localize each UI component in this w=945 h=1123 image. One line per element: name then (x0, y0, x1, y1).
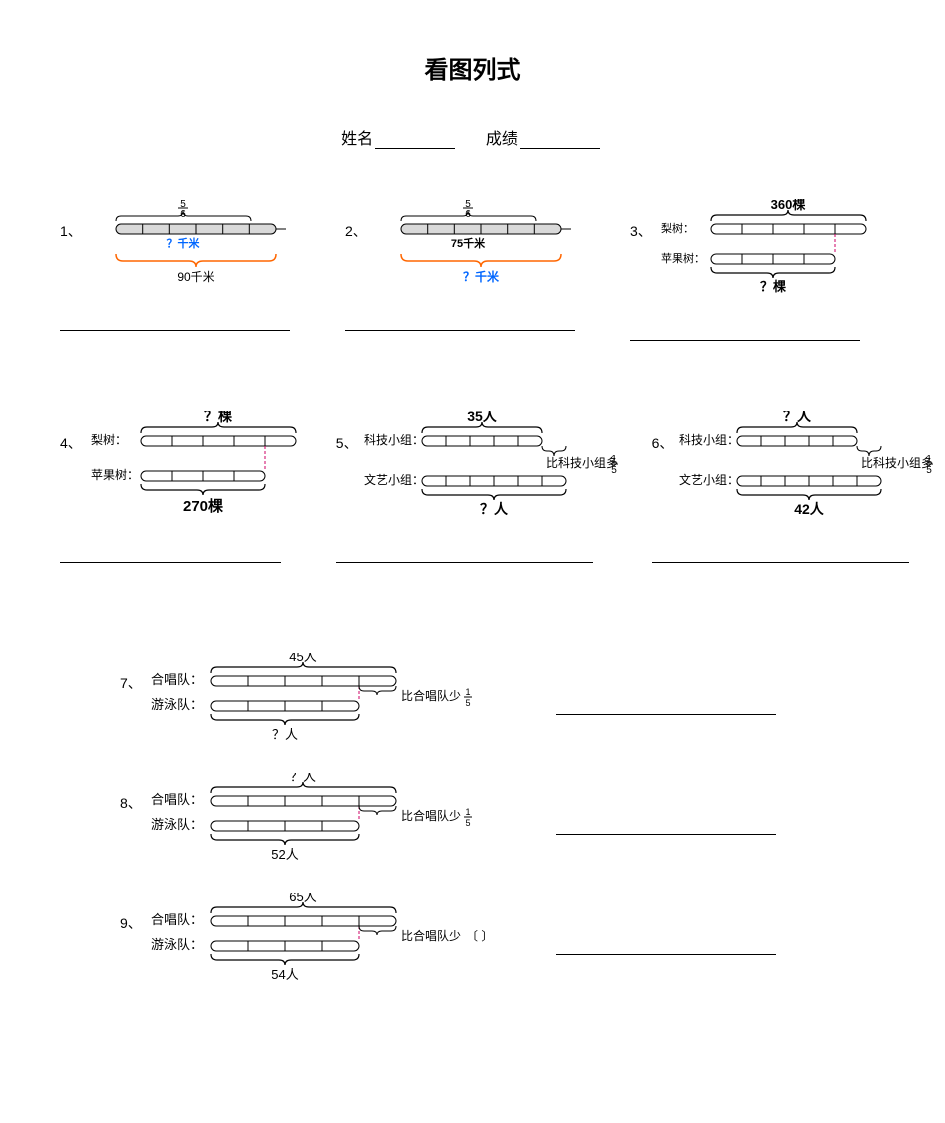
question-8: 8、 ？人 合唱队： 比合唱队少 1 5 游泳队： 52人 (120, 773, 885, 863)
q7-frac-top: 1 (465, 687, 470, 697)
q9-answer-line[interactable] (556, 953, 776, 955)
q5-top-label: 科技小组： (364, 433, 424, 447)
q5-bot-value: ？人 (480, 501, 509, 517)
q5-frac-top: 1 (611, 454, 617, 465)
q4-number: 4、 (60, 411, 82, 453)
q4-bot-label: 苹果树： (91, 467, 139, 482)
q3-top-value: 360棵 (770, 199, 805, 212)
name-label: 姓名 (341, 131, 373, 148)
page-title: 看图列式 (60, 50, 885, 85)
q6-bot-value: 42人 (795, 501, 826, 517)
q4-top-label: 梨树： (91, 432, 127, 447)
q7-bot-label: 游泳队： (151, 697, 203, 712)
q7-extra: 比合唱队少 (401, 688, 461, 703)
q4-answer-line[interactable] (60, 561, 281, 563)
q3-number: 3、 (630, 199, 652, 241)
q1-answer-line[interactable] (60, 329, 290, 331)
q9-number: 9、 (120, 893, 142, 933)
q6-frac-top: 1 (927, 454, 933, 465)
name-blank[interactable] (375, 132, 455, 149)
q6-diagram: ？人 科技小组： 比科技小组多 1 5 文艺小组： (677, 411, 937, 521)
q3-bot-value: ？棵 (760, 279, 786, 294)
question-1: 1、 5 6 ？千米 (60, 199, 315, 351)
q9-top-label: 合唱队： (151, 912, 203, 927)
q4-diagram: ？棵 梨树： 苹果树： 270棵 (86, 411, 306, 521)
q4-bot-value: 270棵 (183, 497, 224, 515)
q9-blank-frac-icon: 〔 〕 (466, 929, 493, 943)
q8-bot-label: 游泳队： (151, 817, 203, 832)
q2-inner: 75千米 (451, 236, 486, 250)
q1-frac-bot: 6 (180, 209, 186, 220)
q2-number: 2、 (345, 199, 367, 241)
q5-extra: 比科技小组多 (546, 456, 618, 470)
q9-diagram: 65人 合唱队： 比合唱队少 〔 〕 游泳队： 54人 (146, 893, 526, 983)
header-fields: 姓名 成绩 (60, 125, 885, 149)
score-label: 成绩 (486, 131, 518, 148)
question-5: 5、 35人 科技小组： 比科技小组多 1 5 文艺小组： (336, 411, 622, 573)
q1-diagram: 5 6 ？千米 90千米 (86, 199, 286, 289)
score-blank[interactable] (520, 132, 600, 149)
question-9: 9、 65人 合唱队： 比合唱队少 〔 〕 游泳队： 54人 (120, 893, 885, 983)
q8-number: 8、 (120, 773, 142, 813)
q5-bot-label: 文艺小组： (364, 472, 424, 487)
q4-top-value: ？棵 (204, 411, 232, 424)
q2-diagram: 5 6 75千米 ？千米 (371, 199, 571, 289)
question-7: 7、 45人 合唱队： 比合唱队少 1 5 游泳队： ？人 (120, 653, 885, 743)
question-6: 6、 ？人 科技小组： 比科技小组多 1 5 文艺小组： (652, 411, 938, 573)
q3-answer-line[interactable] (630, 339, 860, 341)
q5-number: 5、 (336, 411, 358, 453)
q3-bot-label: 苹果树： (661, 251, 705, 265)
q2-outer: ？千米 (463, 269, 500, 284)
q6-frac-bot: 5 (927, 465, 933, 476)
q2-answer-line[interactable] (345, 329, 575, 331)
q7-bot-value: ？人 (272, 727, 298, 742)
q5-diagram: 35人 科技小组： 比科技小组多 1 5 文艺小组： (362, 411, 622, 521)
question-2: 2、 5 6 75千米 ？千米 (345, 199, 600, 351)
q7-diagram: 45人 合唱队： 比合唱队少 1 5 游泳队： ？人 (146, 653, 526, 743)
q7-answer-line[interactable] (556, 713, 776, 715)
row-2: 4、 ？棵 梨树： 苹果树： 270棵 (60, 411, 885, 573)
q5-frac-bot: 5 (611, 465, 617, 476)
q7-top-value: 45人 (289, 653, 316, 664)
q6-number: 6、 (652, 411, 674, 453)
q6-bot-label: 文艺小组： (679, 472, 739, 487)
q9-bot-value: 54人 (271, 967, 298, 982)
q8-frac-top: 1 (465, 807, 470, 817)
q1-outer: 90千米 (177, 270, 214, 284)
q3-diagram: 360棵 梨树： 苹果树： (656, 199, 876, 299)
row-1: 1、 5 6 ？千米 (60, 199, 885, 351)
q7-top-label: 合唱队： (151, 672, 203, 687)
q9-extra: 比合唱队少 (401, 928, 461, 943)
q1-number: 1、 (60, 199, 82, 241)
question-4: 4、 ？棵 梨树： 苹果树： 270棵 (60, 411, 306, 573)
q9-top-value: 65人 (289, 893, 316, 904)
q1-inner: ？千米 (166, 236, 200, 250)
question-3: 3、 360棵 梨树： 苹果树： (630, 199, 885, 351)
q5-top-value: 35人 (467, 411, 498, 424)
q8-extra: 比合唱队少 (401, 808, 461, 823)
q6-answer-line[interactable] (652, 561, 909, 563)
q5-answer-line[interactable] (336, 561, 593, 563)
q2-frac-bot: 6 (465, 209, 471, 220)
q6-extra: 比科技小组多 (861, 456, 933, 470)
q9-bot-label: 游泳队： (151, 937, 203, 952)
q7-frac-bot: 5 (465, 698, 470, 708)
worksheet-page: 看图列式 姓名 成绩 1、 5 6 (0, 0, 945, 1063)
q7-number: 7、 (120, 653, 142, 693)
q8-top-value: ？人 (290, 773, 316, 784)
q8-diagram: ？人 合唱队： 比合唱队少 1 5 游泳队： 52人 (146, 773, 526, 863)
q8-frac-bot: 5 (465, 818, 470, 828)
q8-top-label: 合唱队： (151, 792, 203, 807)
q8-bot-value: 52人 (271, 847, 298, 862)
q6-top-value: ？人 (783, 411, 812, 424)
q3-top-label: 梨树： (661, 221, 694, 235)
q8-answer-line[interactable] (556, 833, 776, 835)
q6-top-label: 科技小组： (679, 433, 739, 447)
